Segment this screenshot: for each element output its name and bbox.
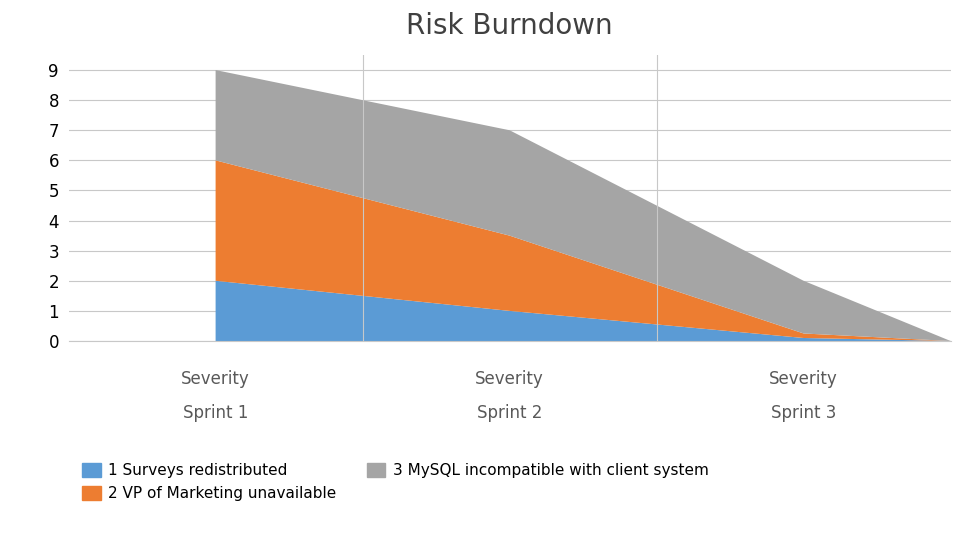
Polygon shape xyxy=(216,70,951,341)
Text: Severity: Severity xyxy=(181,370,250,388)
Text: Severity: Severity xyxy=(769,370,838,388)
Title: Risk Burndown: Risk Burndown xyxy=(407,12,612,40)
Text: Sprint 1: Sprint 1 xyxy=(183,404,248,422)
Text: Severity: Severity xyxy=(475,370,544,388)
Text: Sprint 3: Sprint 3 xyxy=(771,404,836,422)
Legend: 1 Surveys redistributed, 2 VP of Marketing unavailable, 3 MySQL incompatible wit: 1 Surveys redistributed, 2 VP of Marketi… xyxy=(76,457,715,507)
Polygon shape xyxy=(216,281,951,341)
Polygon shape xyxy=(216,161,951,341)
Text: Sprint 2: Sprint 2 xyxy=(477,404,542,422)
